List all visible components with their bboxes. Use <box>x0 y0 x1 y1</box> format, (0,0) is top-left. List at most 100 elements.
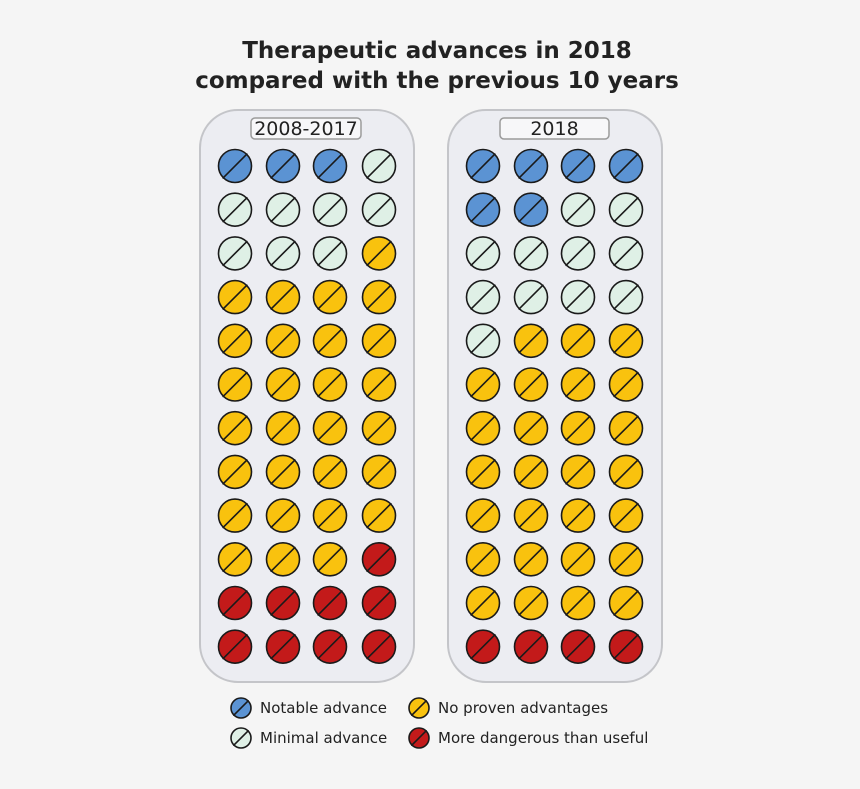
pill-minimal <box>608 236 644 271</box>
pill-minimal <box>312 236 348 271</box>
legend-item-minimal: Minimal advance <box>230 727 387 749</box>
pill-minimal <box>513 236 549 271</box>
legend: Notable advance No proven advantages Minim… <box>230 697 648 749</box>
pill-no_proven <box>608 367 644 402</box>
legend-label: Minimal advance <box>260 729 387 747</box>
pill-no_proven <box>265 498 301 533</box>
pill-minimal <box>560 279 596 315</box>
pill-dangerous <box>465 629 501 665</box>
pill-minimal <box>608 192 644 227</box>
panel-background <box>199 109 415 683</box>
pill-minimal <box>513 279 549 315</box>
pill-notable <box>465 148 501 184</box>
pill-dangerous <box>217 585 253 621</box>
pill-no_proven <box>608 541 644 577</box>
legend-label: No proven advantages <box>438 699 608 717</box>
pill-notable <box>608 148 644 184</box>
pill-dangerous <box>265 585 301 621</box>
pill-no_proven <box>265 410 301 446</box>
pill-minimal <box>465 236 501 271</box>
pill-no_proven <box>361 410 397 446</box>
pill-minimal <box>560 236 596 271</box>
pill-dangerous <box>312 629 348 665</box>
pill-no_proven <box>513 410 549 446</box>
pill-no_proven <box>361 454 397 490</box>
pill-no_proven <box>513 498 549 533</box>
pill-dangerous <box>361 541 397 577</box>
pill-no_proven <box>361 323 397 359</box>
pill-minimal <box>265 192 301 227</box>
pill-no_proven <box>312 323 348 359</box>
pill-dangerous <box>560 629 596 665</box>
legend-swatch-minimal <box>230 727 252 749</box>
pill-no_proven <box>312 541 348 577</box>
pill-no_proven <box>560 454 596 490</box>
chart-title-line-1: Therapeutic advances in 2018 <box>242 38 632 64</box>
legend-label: Notable advance <box>260 699 387 717</box>
pill-dangerous <box>312 585 348 621</box>
pill-no_proven <box>513 585 549 621</box>
legend-item-no_proven: No proven advantages <box>408 697 608 719</box>
pill-notable <box>465 192 501 227</box>
pill-minimal <box>265 236 301 271</box>
pill-dangerous <box>361 629 397 665</box>
pill-no_proven <box>465 454 501 490</box>
pill-no_proven <box>312 410 348 446</box>
pill-no_proven <box>265 279 301 315</box>
pill-notable <box>513 192 549 227</box>
legend-item-notable: Notable advance <box>230 697 387 719</box>
legend-swatch-no_proven <box>408 697 430 719</box>
pill-no_proven <box>608 498 644 533</box>
pill-no_proven <box>217 367 253 402</box>
pill-no_proven <box>465 585 501 621</box>
pill-minimal <box>608 279 644 315</box>
panel-label-box <box>250 117 362 140</box>
pill-no_proven <box>312 498 348 533</box>
pill-no_proven <box>560 498 596 533</box>
legend-item-dangerous: More dangerous than useful <box>408 727 648 749</box>
panel-label: 2018 <box>530 118 578 140</box>
pill-no_proven <box>217 454 253 490</box>
panels: 2008-2017 2018 <box>199 109 663 683</box>
chart-title: Therapeutic advances in 2018 compared wi… <box>0 36 860 96</box>
pill-no_proven <box>361 236 397 271</box>
pill-no_proven <box>560 541 596 577</box>
pill-notable <box>312 148 348 184</box>
pill-no_proven <box>217 541 253 577</box>
pill-no_proven <box>361 498 397 533</box>
pill-dangerous <box>361 585 397 621</box>
pill-dangerous <box>217 629 253 665</box>
pill-no_proven <box>608 454 644 490</box>
panel-label-box <box>499 117 610 140</box>
pill-minimal <box>465 279 501 315</box>
pill-no_proven <box>312 454 348 490</box>
pill-minimal <box>361 148 397 184</box>
pill-no_proven <box>608 410 644 446</box>
pill-no_proven <box>465 367 501 402</box>
pill-no_proven <box>513 367 549 402</box>
pill-no_proven <box>465 498 501 533</box>
pill-no_proven <box>361 367 397 402</box>
pill-no_proven <box>465 410 501 446</box>
pill-no_proven <box>608 323 644 359</box>
pill-no_proven <box>513 454 549 490</box>
pill-no_proven <box>608 585 644 621</box>
pill-no_proven <box>217 279 253 315</box>
pill-no_proven <box>217 323 253 359</box>
panel-1: 2008-2017 <box>199 109 415 683</box>
pill-dangerous <box>513 629 549 665</box>
pill-no_proven <box>265 541 301 577</box>
pill-no_proven <box>265 454 301 490</box>
legend-swatch-dangerous <box>408 727 430 749</box>
pill-minimal <box>560 192 596 227</box>
pill-no_proven <box>513 541 549 577</box>
pill-no_proven <box>217 498 253 533</box>
pill-notable <box>217 148 253 184</box>
pill-no_proven <box>560 410 596 446</box>
panel-label: 2008-2017 <box>254 118 358 140</box>
chart-title-line-2: compared with the previous 10 years <box>195 68 679 94</box>
pill-dangerous <box>608 629 644 665</box>
pill-minimal <box>465 323 501 359</box>
pill-minimal <box>217 192 253 227</box>
